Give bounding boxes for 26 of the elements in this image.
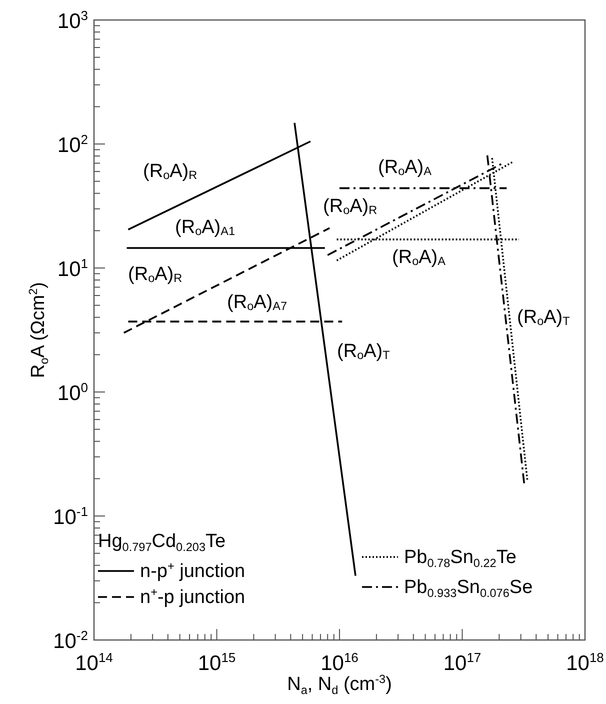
- y-tick-label: 10$^{-2}$: [53, 628, 88, 653]
- annotation: (R$_{o}$A)$_{T}$: [337, 341, 390, 362]
- annotation: (R$_{o}$A)$_{R}$: [323, 196, 378, 218]
- annotation: (R$_{o}$A)$_{A}$: [378, 157, 432, 178]
- y-tick-label: 10$^{1}$: [57, 256, 88, 281]
- y-tick-label: 10$^{2}$: [57, 132, 88, 157]
- x-tick-label: 10$^{18}$: [566, 650, 604, 675]
- annotation: (R$_{o}$A)$_{R}$: [128, 264, 182, 286]
- legend-title: Hg$_{0.797}$Cd$_{0.203}$Te: [98, 531, 226, 554]
- legend-label: n$^{+}$-p junction: [140, 586, 246, 608]
- annotation: (R$_{o}$A)$_{R}$: [143, 161, 198, 182]
- legend-label: Pb$_{0.78}$Sn$_{0.22}$Te: [404, 547, 516, 570]
- x-tick-label: 10$^{15}$: [198, 650, 236, 675]
- annotation: (R$_{o}$A)$_{T}$: [517, 307, 570, 328]
- x-axis-title: N$_{a}$, N$_{d}$ (cm$^{-3}$): [287, 672, 392, 697]
- y-tick-label: 10$^{3}$: [57, 8, 88, 33]
- y-tick-label: 10$^{0}$: [57, 380, 88, 405]
- x-tick-label: 10$^{16}$: [320, 650, 358, 675]
- y-tick-label: 10$^{-1}$: [53, 504, 88, 529]
- legend-label: n-p$^{+}$ junction: [140, 560, 246, 582]
- x-tick-label: 10$^{14}$: [75, 650, 113, 675]
- x-tick-label: 10$^{17}$: [443, 650, 482, 675]
- annotation: (R$_{o}$A)$_{A7}$: [227, 292, 288, 314]
- legend-label: Pb$_{0.933}$Sn$_{0.076}$Se: [404, 577, 533, 600]
- annotation: (R$_{o}$A)$_{A1}$: [175, 217, 236, 238]
- annotation: (R$_{o}$A)$_{A}$: [392, 247, 446, 268]
